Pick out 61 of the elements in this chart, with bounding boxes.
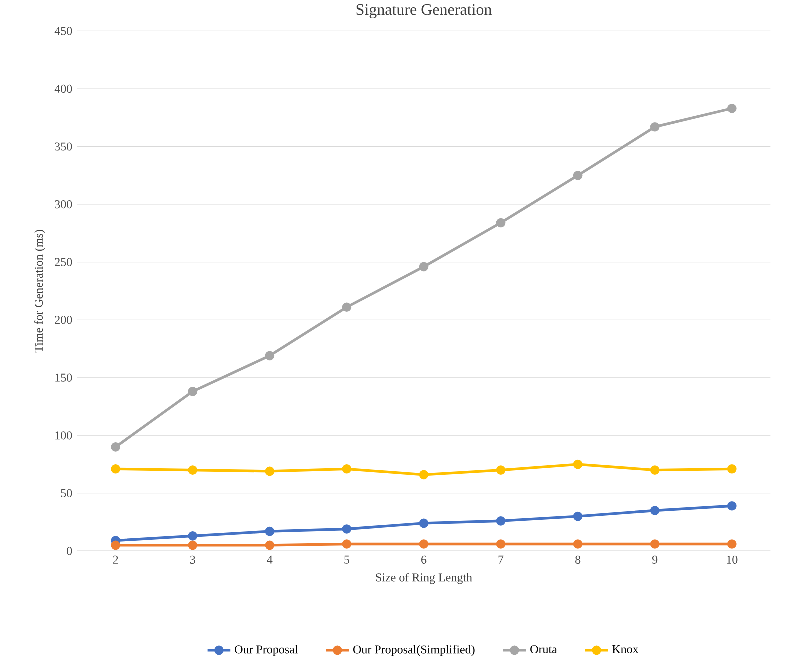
point	[265, 526, 275, 536]
point	[265, 351, 275, 361]
point	[727, 540, 737, 549]
point	[111, 540, 121, 550]
point	[650, 506, 660, 516]
point	[419, 540, 429, 549]
y-tick-label: 400	[54, 84, 72, 94]
point	[342, 302, 352, 312]
x-tick-label: 2	[113, 556, 118, 564]
point	[342, 464, 352, 474]
point	[496, 540, 506, 549]
x-tick-label: 10	[727, 556, 738, 564]
y-tick-label: 150	[56, 374, 72, 382]
point	[188, 540, 198, 550]
point	[496, 466, 506, 475]
point	[419, 262, 429, 272]
point	[111, 442, 121, 452]
x-tick-label: 5	[344, 556, 350, 564]
point	[188, 466, 198, 475]
point	[727, 104, 737, 114]
y-tick-label: 200	[55, 316, 72, 324]
point	[188, 387, 198, 396]
x-tick-label: 9	[652, 556, 658, 564]
legend-label: Oruta	[530, 645, 558, 654]
point	[573, 540, 583, 549]
point	[727, 464, 737, 474]
y-axis-title: Time for Generation (ms)	[34, 230, 46, 353]
point	[419, 518, 429, 528]
point	[188, 532, 198, 541]
chart-title: Signature Generation	[356, 4, 492, 18]
y-tick-label: 50	[61, 489, 72, 498]
y-tick-label: 100	[56, 432, 72, 440]
point	[650, 122, 660, 132]
x-tick-label: 4	[267, 556, 273, 564]
y-tick-label: 350	[55, 142, 72, 151]
x-tick-label: 7	[498, 556, 504, 564]
y-tick-label: 300	[55, 200, 72, 209]
point	[650, 540, 660, 549]
y-tick-label: 450	[54, 27, 72, 36]
legend-label: Our Proposal	[235, 645, 298, 656]
legend-label: Knox	[612, 645, 639, 654]
y-tick-label: 250	[55, 258, 72, 266]
point	[265, 466, 275, 476]
point	[496, 218, 506, 228]
legend-label: Our Proposal(Simplified)	[354, 645, 475, 656]
point	[419, 470, 429, 480]
point	[496, 516, 506, 526]
x-axis-title: Size of Ring Length	[376, 573, 472, 584]
point	[342, 540, 352, 549]
point	[573, 460, 583, 470]
x-tick-label: 3	[190, 556, 196, 564]
point	[573, 170, 583, 180]
point	[111, 464, 121, 474]
point	[650, 466, 660, 475]
x-tick-label: 6	[422, 556, 427, 564]
y-tick-label: 0	[67, 547, 72, 556]
point	[573, 512, 583, 522]
point	[265, 540, 275, 550]
point	[342, 524, 352, 534]
point	[727, 501, 737, 511]
x-tick-label: 8	[576, 556, 581, 564]
